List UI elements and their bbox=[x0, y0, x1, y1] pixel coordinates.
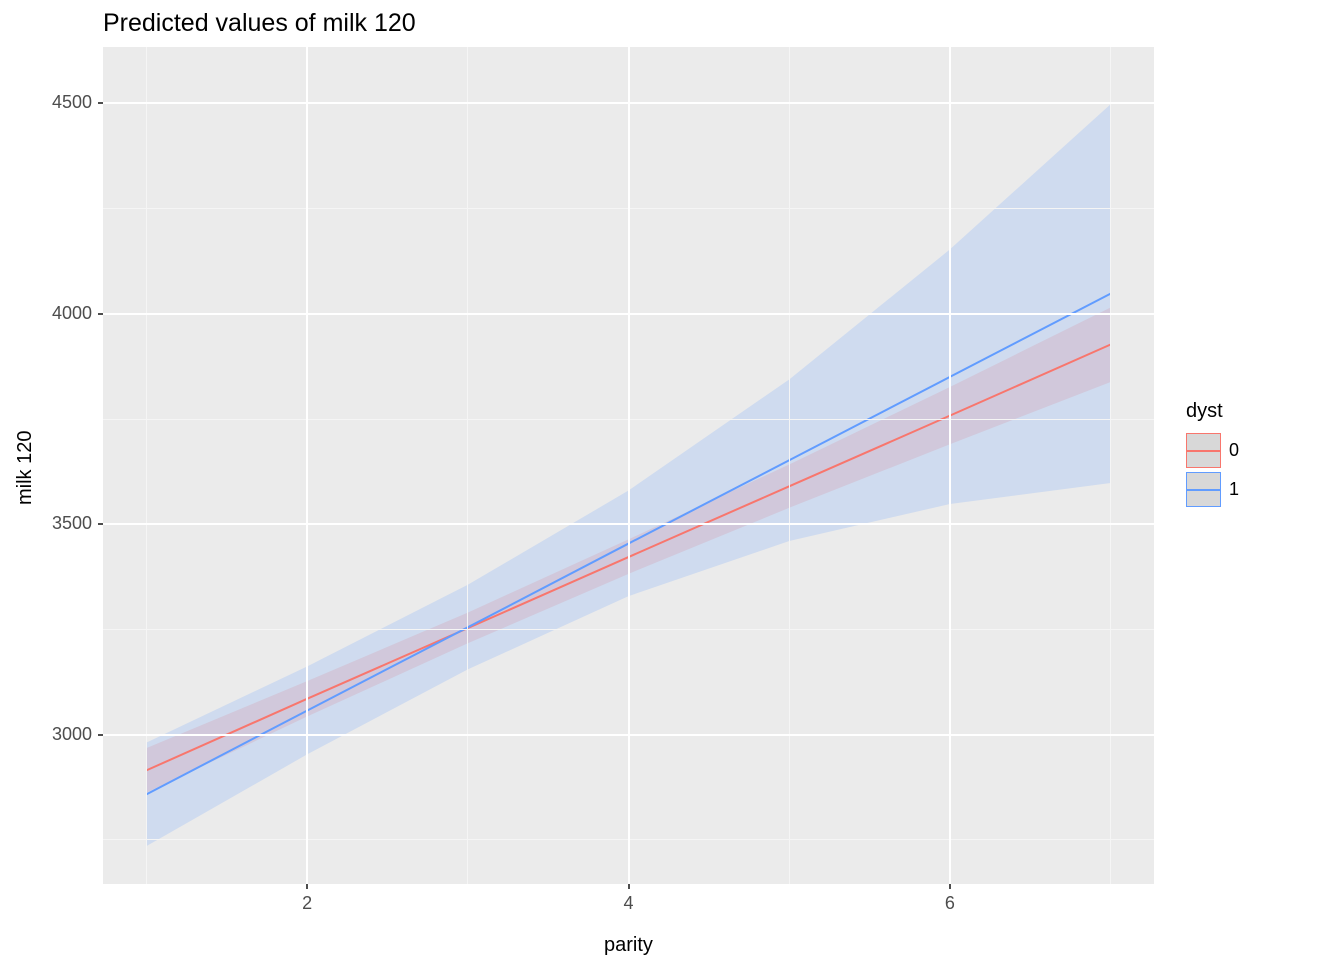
x-axis-tick-label: 6 bbox=[945, 893, 955, 914]
y-axis-tick-label: 4500 bbox=[52, 92, 92, 113]
x-axis-tick bbox=[628, 884, 630, 889]
legend-item: 1 bbox=[1186, 472, 1239, 507]
legend-key-icon bbox=[1186, 433, 1221, 468]
grid-x-minor bbox=[467, 47, 468, 884]
chart-container: Predicted values of milk 120 milk 120 pa… bbox=[0, 0, 1344, 960]
grid-x-minor bbox=[789, 47, 790, 884]
y-axis-tick-label: 4000 bbox=[52, 303, 92, 324]
grid-x-major bbox=[628, 47, 630, 884]
y-axis-tick bbox=[98, 523, 103, 525]
plot-panel bbox=[103, 47, 1154, 884]
x-axis-tick bbox=[306, 884, 308, 889]
legend-item-label: 1 bbox=[1229, 479, 1239, 500]
grid-x-major bbox=[306, 47, 308, 884]
legend-key-icon bbox=[1186, 472, 1221, 507]
x-axis-tick-label: 2 bbox=[302, 893, 312, 914]
plot-title: Predicted values of milk 120 bbox=[103, 9, 416, 38]
legend: dyst 0 1 bbox=[1186, 400, 1239, 511]
legend-title: dyst bbox=[1186, 400, 1239, 423]
grid-x-minor bbox=[146, 47, 147, 884]
legend-item-label: 0 bbox=[1229, 440, 1239, 461]
legend-item: 0 bbox=[1186, 433, 1239, 468]
grid-x-minor bbox=[1110, 47, 1111, 884]
y-axis-tick bbox=[98, 734, 103, 736]
x-axis-tick bbox=[949, 884, 951, 889]
y-axis-tick-label: 3000 bbox=[52, 724, 92, 745]
x-axis-title: parity bbox=[604, 934, 653, 957]
y-axis-title: milk 120 bbox=[14, 431, 37, 505]
y-axis-tick-label: 3500 bbox=[52, 513, 92, 534]
grid-x-major bbox=[949, 47, 951, 884]
y-axis-tick bbox=[98, 313, 103, 315]
y-axis-tick bbox=[98, 102, 103, 104]
x-axis-tick-label: 4 bbox=[624, 893, 634, 914]
